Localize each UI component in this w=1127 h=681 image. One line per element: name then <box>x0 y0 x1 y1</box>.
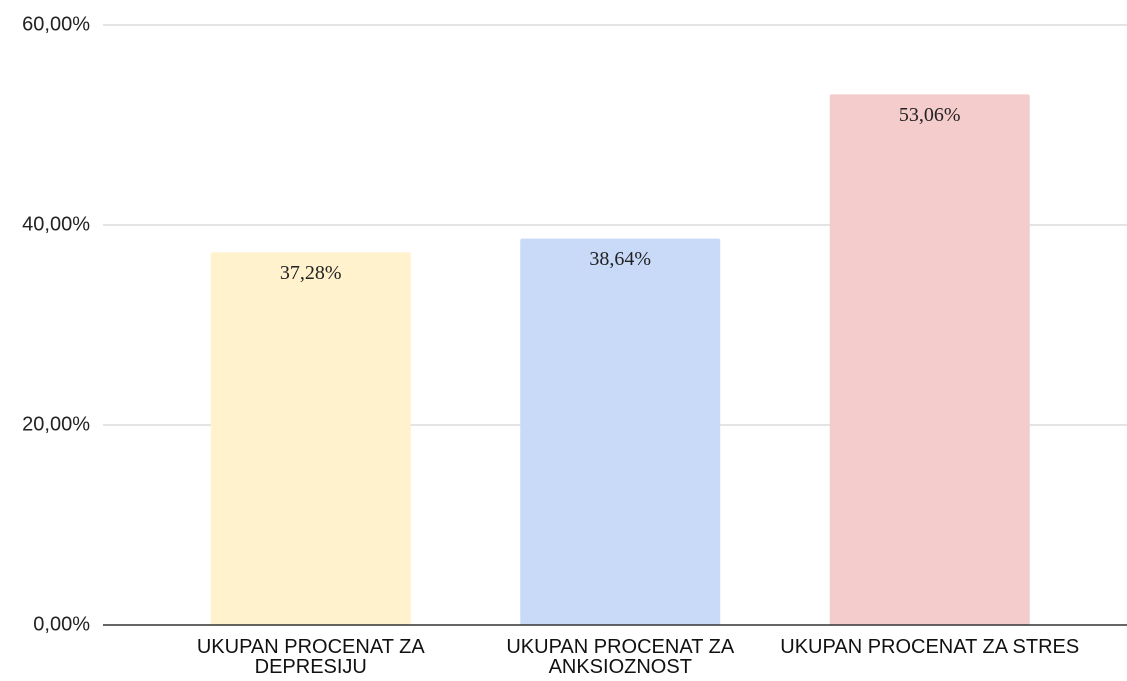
value-label: 38,64% <box>589 248 651 270</box>
x-tick-label: UKUPAN PROCENAT ZA DEPRESIJU <box>196 636 425 678</box>
bar <box>520 238 721 625</box>
value-label: 53,06% <box>899 104 961 126</box>
x-tick-label: UKUPAN PROCENAT ZA STRES <box>780 636 1080 658</box>
y-tick-label: 60,00% <box>22 13 90 35</box>
x-tick-label: UKUPAN PROCENAT ZA ANKSIOZNOST <box>506 636 735 678</box>
bar <box>210 252 411 625</box>
y-tick-label: 40,00% <box>22 213 90 235</box>
value-label: 37,28% <box>280 262 342 284</box>
y-tick-label: 20,00% <box>22 413 90 435</box>
bar <box>829 94 1030 625</box>
y-tick-label: 0,00% <box>33 613 90 635</box>
